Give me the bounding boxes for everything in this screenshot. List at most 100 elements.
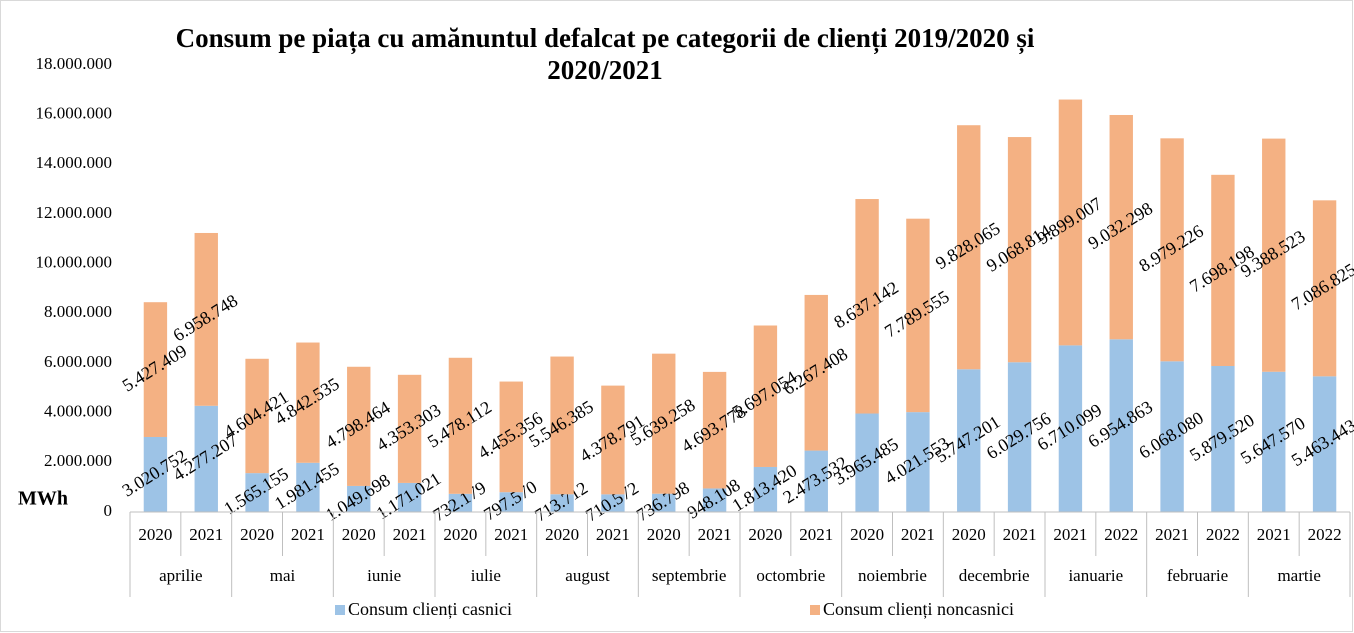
bar-segment bbox=[550, 356, 574, 495]
bar-segment bbox=[1058, 345, 1083, 512]
x-tick-label: 2021 bbox=[1003, 525, 1037, 544]
bar-segment bbox=[499, 381, 523, 493]
bar-segment bbox=[296, 462, 320, 512]
bar-segment bbox=[804, 294, 828, 451]
bar-segment bbox=[397, 482, 422, 512]
y-tick-label: 14.000.000 bbox=[36, 153, 113, 172]
x-tick-label: 2020 bbox=[443, 525, 477, 544]
bar-segment bbox=[804, 450, 828, 512]
bar-segment bbox=[448, 493, 473, 512]
y-axis-label: MWh bbox=[18, 488, 68, 510]
bar-segment bbox=[143, 302, 168, 437]
bar-segment bbox=[1058, 99, 1083, 346]
bar-segment bbox=[1007, 137, 1032, 363]
bar-segment bbox=[194, 405, 218, 512]
bar-segment bbox=[906, 218, 930, 413]
bar-segment bbox=[1312, 200, 1337, 377]
bar-segment bbox=[855, 199, 879, 414]
bar-segment bbox=[906, 412, 930, 512]
bar-segment bbox=[245, 473, 269, 512]
bar-segment bbox=[652, 353, 676, 494]
legend-label: Consum clienți casnici bbox=[348, 599, 512, 619]
bar-segment bbox=[1262, 371, 1286, 512]
x-group-label: octombrie bbox=[756, 566, 825, 585]
x-tick-label: 2020 bbox=[342, 525, 376, 544]
bar-segment bbox=[855, 413, 879, 512]
y-tick-label: 6.000.000 bbox=[44, 352, 112, 371]
x-group-label: decembrie bbox=[959, 566, 1030, 585]
y-tick-label: 0 bbox=[104, 501, 113, 520]
bar-segment bbox=[143, 436, 168, 512]
x-tick-label: 2020 bbox=[952, 525, 986, 544]
x-group-label: ianuarie bbox=[1068, 566, 1123, 585]
y-tick-label: 16.000.000 bbox=[36, 104, 113, 123]
x-tick-label: 2020 bbox=[647, 525, 681, 544]
bar-segment bbox=[1109, 339, 1133, 512]
y-tick-label: 12.000.000 bbox=[36, 203, 113, 222]
legend-swatch bbox=[335, 605, 345, 615]
x-tick-label: 2021 bbox=[901, 525, 935, 544]
bar-segment bbox=[702, 488, 727, 512]
bar-segment bbox=[550, 494, 574, 512]
y-tick-label: 8.000.000 bbox=[44, 302, 112, 321]
x-group-label: martie bbox=[1277, 566, 1320, 585]
bar-segment bbox=[1160, 138, 1184, 362]
x-tick-label: 2021 bbox=[494, 525, 528, 544]
x-tick-label: 2020 bbox=[545, 525, 579, 544]
x-tick-label: 2021 bbox=[1053, 525, 1087, 544]
x-tick-label: 2022 bbox=[1104, 525, 1138, 544]
x-group-label: septembrie bbox=[652, 566, 727, 585]
bar-segment bbox=[1160, 361, 1184, 512]
bar-segment bbox=[296, 342, 320, 463]
x-group-label: august bbox=[565, 566, 610, 585]
bar-segment bbox=[499, 492, 523, 512]
bar-segment bbox=[753, 325, 778, 467]
bar-segment bbox=[1211, 174, 1235, 366]
y-tick-label: 10.000.000 bbox=[36, 253, 113, 272]
x-tick-label: 2021 bbox=[393, 525, 427, 544]
y-tick-label: 18.000.000 bbox=[36, 54, 113, 73]
x-tick-label: 2021 bbox=[1155, 525, 1189, 544]
x-tick-label: 2020 bbox=[138, 525, 172, 544]
bar-segment bbox=[1211, 365, 1235, 512]
y-tick-label: 2.000.000 bbox=[44, 451, 112, 470]
bar-segment bbox=[601, 385, 625, 495]
bar-segment bbox=[957, 125, 981, 370]
x-tick-label: 2021 bbox=[596, 525, 630, 544]
bar-segment bbox=[194, 232, 218, 406]
bar-segment bbox=[702, 371, 727, 489]
x-tick-label: 2020 bbox=[240, 525, 274, 544]
bar-segment bbox=[957, 369, 981, 512]
bar-segment bbox=[652, 493, 676, 512]
x-group-label: mai bbox=[270, 566, 296, 585]
x-tick-label: 2022 bbox=[1206, 525, 1240, 544]
chart-title: Consum pe piața cu amănuntul defalcat pe… bbox=[175, 23, 1035, 85]
bar-segment bbox=[397, 374, 422, 483]
y-tick-label: 4.000.000 bbox=[44, 402, 112, 421]
bar-segment bbox=[1312, 376, 1337, 512]
bar-segment bbox=[1007, 362, 1032, 512]
bar-segment bbox=[1262, 138, 1286, 372]
bar-segment bbox=[347, 366, 371, 486]
x-tick-label: 2021 bbox=[291, 525, 325, 544]
x-group-label: noiembrie bbox=[858, 566, 927, 585]
bar-segment bbox=[347, 485, 371, 512]
x-group-label: februarie bbox=[1167, 566, 1228, 585]
bar-segment bbox=[245, 358, 269, 474]
bar-segment bbox=[1109, 114, 1133, 340]
x-tick-label: 2021 bbox=[1257, 525, 1291, 544]
bar-segment bbox=[601, 494, 625, 512]
x-tick-label: 2021 bbox=[799, 525, 833, 544]
x-tick-label: 2022 bbox=[1308, 525, 1342, 544]
bar-segment bbox=[448, 357, 473, 494]
x-group-label: aprilie bbox=[159, 566, 202, 585]
x-group-label: iunie bbox=[367, 566, 401, 585]
bar-segment bbox=[753, 466, 778, 512]
x-group-label: iulie bbox=[471, 566, 501, 585]
x-tick-label: 2021 bbox=[698, 525, 732, 544]
legend-swatch bbox=[810, 605, 820, 615]
x-tick-label: 2020 bbox=[748, 525, 782, 544]
